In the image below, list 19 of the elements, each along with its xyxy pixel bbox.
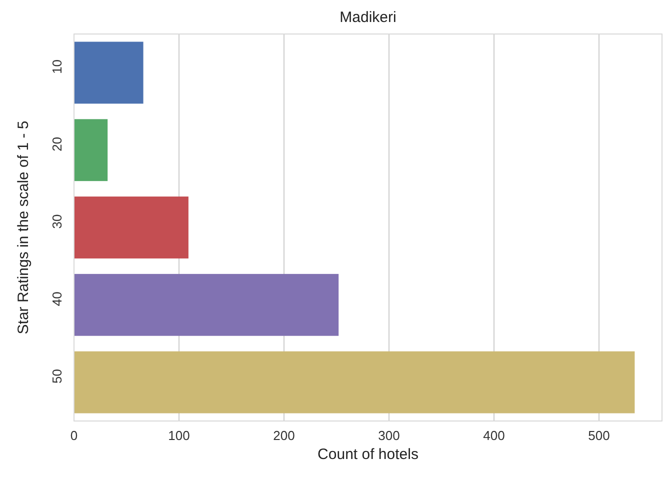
bar — [74, 196, 188, 258]
y-tick-label: 40 — [49, 292, 64, 306]
y-axis-title: Star Ratings in the scale of 1 - 5 — [15, 120, 32, 334]
x-tick-label: 200 — [273, 428, 295, 443]
x-tick-label: 0 — [70, 428, 78, 443]
y-tick-label: 20 — [49, 136, 64, 152]
bar — [74, 274, 339, 336]
bar — [74, 351, 635, 414]
y-tick-label: 50 — [49, 369, 64, 384]
x-tick-label: 500 — [588, 428, 610, 443]
x-tick-label: 400 — [483, 428, 505, 443]
y-tick-label: 30 — [49, 214, 64, 229]
bar — [74, 119, 108, 182]
x-tick-label: 100 — [168, 428, 190, 443]
bar — [74, 42, 144, 104]
x-tick-label: 300 — [378, 428, 400, 443]
y-tick-label: 10 — [49, 59, 64, 74]
x-axis-title: Count of hotels — [318, 446, 418, 463]
chart-title: Madikeri — [340, 9, 396, 26]
